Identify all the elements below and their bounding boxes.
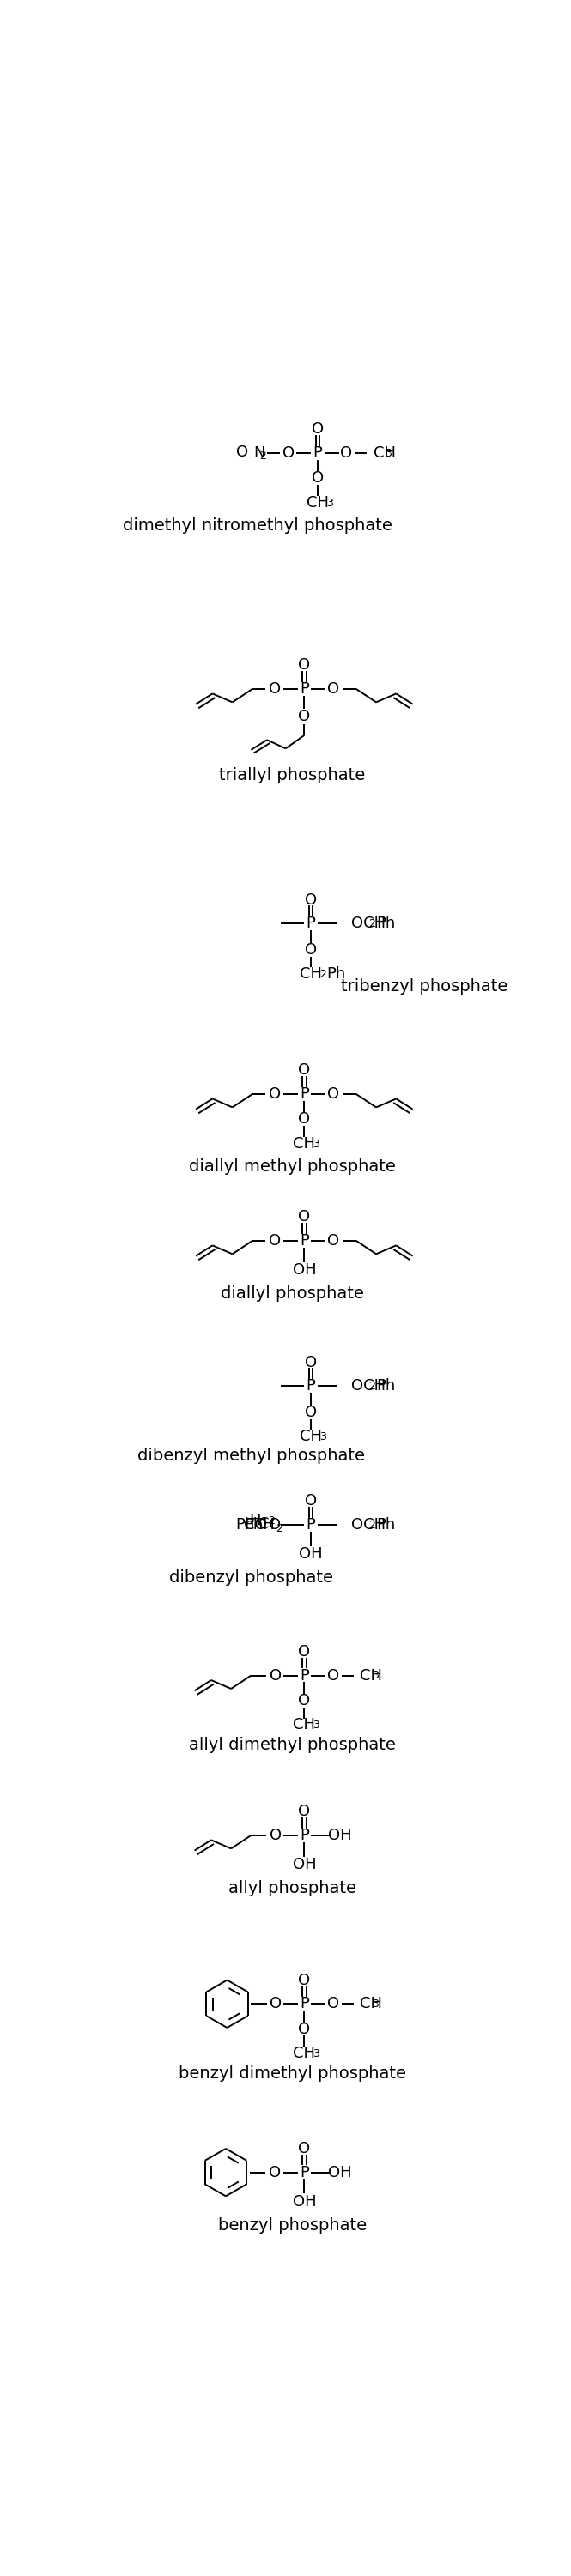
Text: Ph: Ph (376, 1517, 395, 1533)
Text: 2: 2 (320, 969, 327, 979)
Text: OCH: OCH (351, 1517, 385, 1533)
Text: O: O (312, 471, 324, 487)
Text: OH: OH (292, 2195, 316, 2210)
Text: P: P (306, 1517, 316, 1533)
Text: OH: OH (328, 2164, 351, 2179)
Text: benzyl phosphate: benzyl phosphate (218, 2218, 367, 2233)
Text: O: O (298, 1110, 311, 1126)
Text: 3: 3 (313, 1139, 320, 1149)
Text: N: N (253, 446, 265, 461)
Text: benzyl dimethyl phosphate: benzyl dimethyl phosphate (179, 2066, 406, 2081)
Text: P: P (306, 1378, 316, 1394)
Text: O: O (283, 446, 295, 461)
Text: Ph: Ph (327, 966, 346, 981)
Text: 3: 3 (372, 1669, 378, 1682)
Text: P: P (306, 917, 316, 933)
Text: O: O (305, 1494, 317, 1510)
Text: CH: CH (293, 1718, 315, 1734)
Text: P: P (300, 1996, 309, 2012)
Text: O: O (298, 1208, 311, 1224)
Text: triallyl phosphate: triallyl phosphate (219, 768, 365, 783)
Text: CH: CH (373, 446, 396, 461)
Text: O: O (340, 446, 352, 461)
Text: 2: 2 (369, 1381, 376, 1391)
Text: O: O (269, 680, 281, 696)
Text: dibenzyl phosphate: dibenzyl phosphate (169, 1569, 333, 1587)
Text: 2: 2 (259, 451, 266, 461)
Text: O: O (269, 2164, 281, 2179)
Text: OCH: OCH (351, 1378, 385, 1394)
Text: PhH: PhH (244, 1517, 274, 1533)
Text: diallyl methyl phosphate: diallyl methyl phosphate (189, 1159, 396, 1175)
Text: 3: 3 (372, 1999, 378, 2009)
Text: O: O (236, 446, 248, 461)
Text: OCH: OCH (351, 917, 385, 933)
Text: O: O (269, 1087, 281, 1103)
Text: allyl dimethyl phosphate: allyl dimethyl phosphate (189, 1736, 396, 1754)
Text: O: O (328, 1234, 340, 1249)
Text: O: O (270, 1996, 282, 2012)
Text: Ph: Ph (376, 1378, 395, 1394)
Text: O: O (298, 1643, 311, 1659)
Text: 3: 3 (313, 1721, 320, 1731)
Text: diallyl phosphate: diallyl phosphate (220, 1285, 364, 1301)
Text: O: O (305, 1355, 317, 1370)
Text: CO: CO (243, 1517, 266, 1533)
Text: 3: 3 (320, 1432, 327, 1443)
Text: 3: 3 (385, 448, 392, 459)
Text: O: O (298, 657, 311, 672)
Text: 3: 3 (313, 2048, 320, 2058)
Text: O: O (327, 1667, 339, 1682)
Text: O: O (298, 1973, 311, 1989)
Text: O: O (269, 1517, 281, 1533)
Text: P: P (300, 1829, 309, 1844)
Text: O: O (305, 1404, 317, 1419)
Text: O: O (298, 708, 311, 724)
Text: P: P (313, 446, 322, 461)
Text: O: O (298, 1692, 311, 1708)
Text: OH: OH (292, 1262, 316, 1278)
Text: 2: 2 (369, 917, 376, 930)
Text: O: O (270, 1667, 282, 1682)
Text: P: P (300, 680, 309, 696)
Text: P: P (300, 1234, 309, 1249)
Text: dibenzyl methyl phosphate: dibenzyl methyl phosphate (137, 1448, 365, 1463)
Text: O: O (298, 2141, 311, 2156)
Text: CH: CH (293, 2045, 315, 2061)
Text: 2: 2 (276, 1522, 283, 1535)
Text: O: O (312, 422, 324, 438)
Text: O: O (305, 891, 317, 907)
Text: 2: 2 (369, 1520, 376, 1530)
Text: C: C (258, 1517, 269, 1533)
Text: dimethyl nitromethyl phosphate: dimethyl nitromethyl phosphate (123, 518, 392, 533)
Text: 3: 3 (326, 497, 333, 507)
Text: OH: OH (292, 1857, 316, 1873)
Text: CH: CH (360, 1667, 383, 1682)
Text: CH: CH (300, 966, 322, 981)
Text: O: O (298, 1803, 311, 1819)
Text: Ph: Ph (235, 1517, 254, 1533)
Text: CH: CH (293, 1136, 315, 1151)
Text: O: O (305, 943, 317, 958)
Text: CH: CH (360, 1996, 383, 2012)
Text: O: O (298, 1061, 311, 1077)
Text: O: O (328, 680, 340, 696)
Text: P: P (300, 2164, 309, 2179)
Text: Ph: Ph (376, 917, 395, 933)
Text: O: O (269, 1234, 281, 1249)
Text: O: O (270, 1829, 282, 1844)
Text: H: H (250, 1512, 261, 1528)
Text: CH: CH (307, 495, 329, 510)
Text: O: O (298, 2022, 311, 2038)
Text: tribenzyl phosphate: tribenzyl phosphate (341, 979, 508, 994)
Text: OH: OH (328, 1829, 351, 1844)
Text: CH: CH (300, 1430, 322, 1445)
Text: O: O (327, 1996, 339, 2012)
Text: P: P (300, 1667, 309, 1682)
Text: OH: OH (299, 1546, 323, 1561)
Text: P: P (300, 1087, 309, 1103)
Text: 2: 2 (268, 1515, 275, 1528)
Text: allyl phosphate: allyl phosphate (228, 1880, 356, 1896)
Text: O: O (328, 1087, 340, 1103)
